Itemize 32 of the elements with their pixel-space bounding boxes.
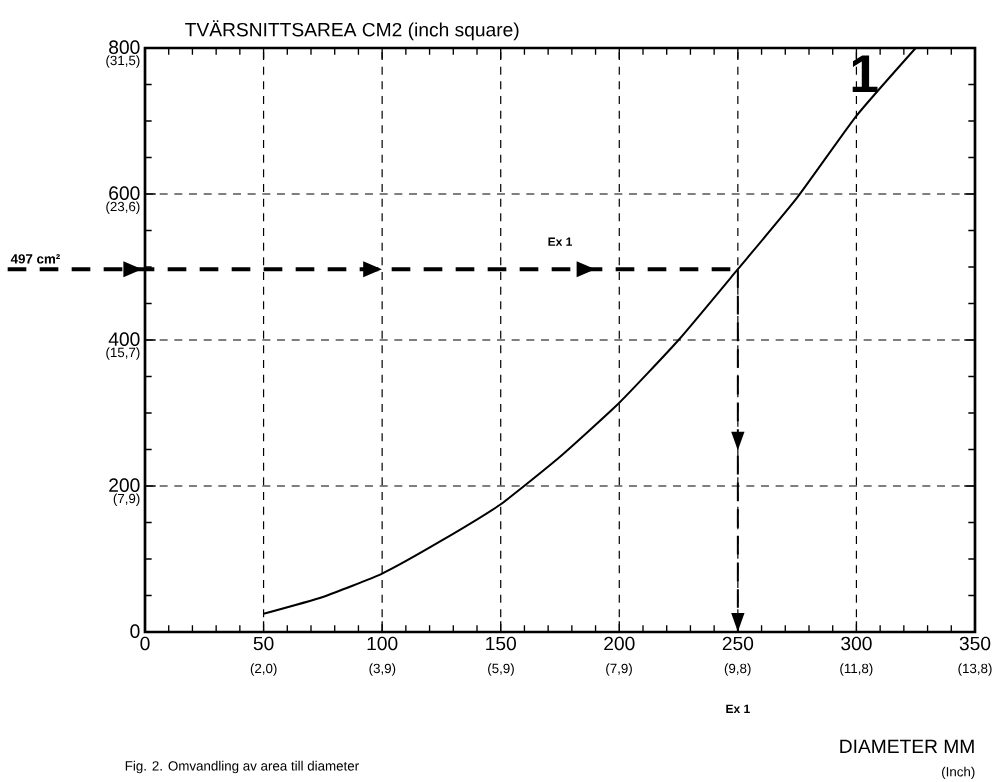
y2-tick-label: (23,6)	[106, 201, 140, 214]
y-tick-label: 200	[109, 478, 140, 492]
x2-axis-title: (Inch)	[942, 766, 975, 780]
x-tick-label: 200	[604, 636, 635, 651]
legend-label: 1	[852, 55, 878, 93]
x-tick-label: 300	[841, 636, 872, 651]
y2-tick-label: (31,5)	[106, 55, 140, 68]
ref-line-label: 497 cm²	[10, 254, 60, 264]
y2-tick-label: (7,9)	[113, 493, 140, 506]
x2-tick-label: (3,9)	[369, 663, 396, 676]
y-tick-label: 800	[109, 40, 140, 54]
x-tick-label: 100	[367, 636, 398, 651]
y-tick-label: 400	[108, 332, 140, 346]
x2-tick-label: (13,8)	[958, 663, 992, 676]
x2-tick-label: (7,9)	[606, 663, 632, 676]
annotation: Ex 1	[548, 237, 572, 246]
caption: Fig. 2. Omvandling av area till diameter	[125, 760, 359, 774]
x2-tick-label: (2,0)	[250, 663, 277, 676]
x-tick-label: 350	[959, 636, 991, 651]
y-tick-label: 600	[109, 186, 140, 200]
y2-tick-label: (15,7)	[106, 347, 140, 360]
x-tick-label: 150	[486, 636, 516, 651]
x2-tick-label: (5,9)	[488, 663, 514, 676]
x-tick-label: 250	[722, 636, 754, 651]
x-axis-title: DIAMETER MM	[840, 739, 974, 753]
x2-tick-label: (11,8)	[840, 663, 873, 676]
y-axis-title: TVÄRSNITTSAREA CM2 (inch square)	[185, 20, 519, 41]
y-tick-label: 0	[130, 624, 140, 638]
x-tick-label: 0	[140, 636, 150, 651]
x2-tick-label: (9,8)	[724, 663, 751, 676]
x-tick-label: 50	[253, 636, 274, 651]
text: Ex 1	[726, 704, 750, 713]
